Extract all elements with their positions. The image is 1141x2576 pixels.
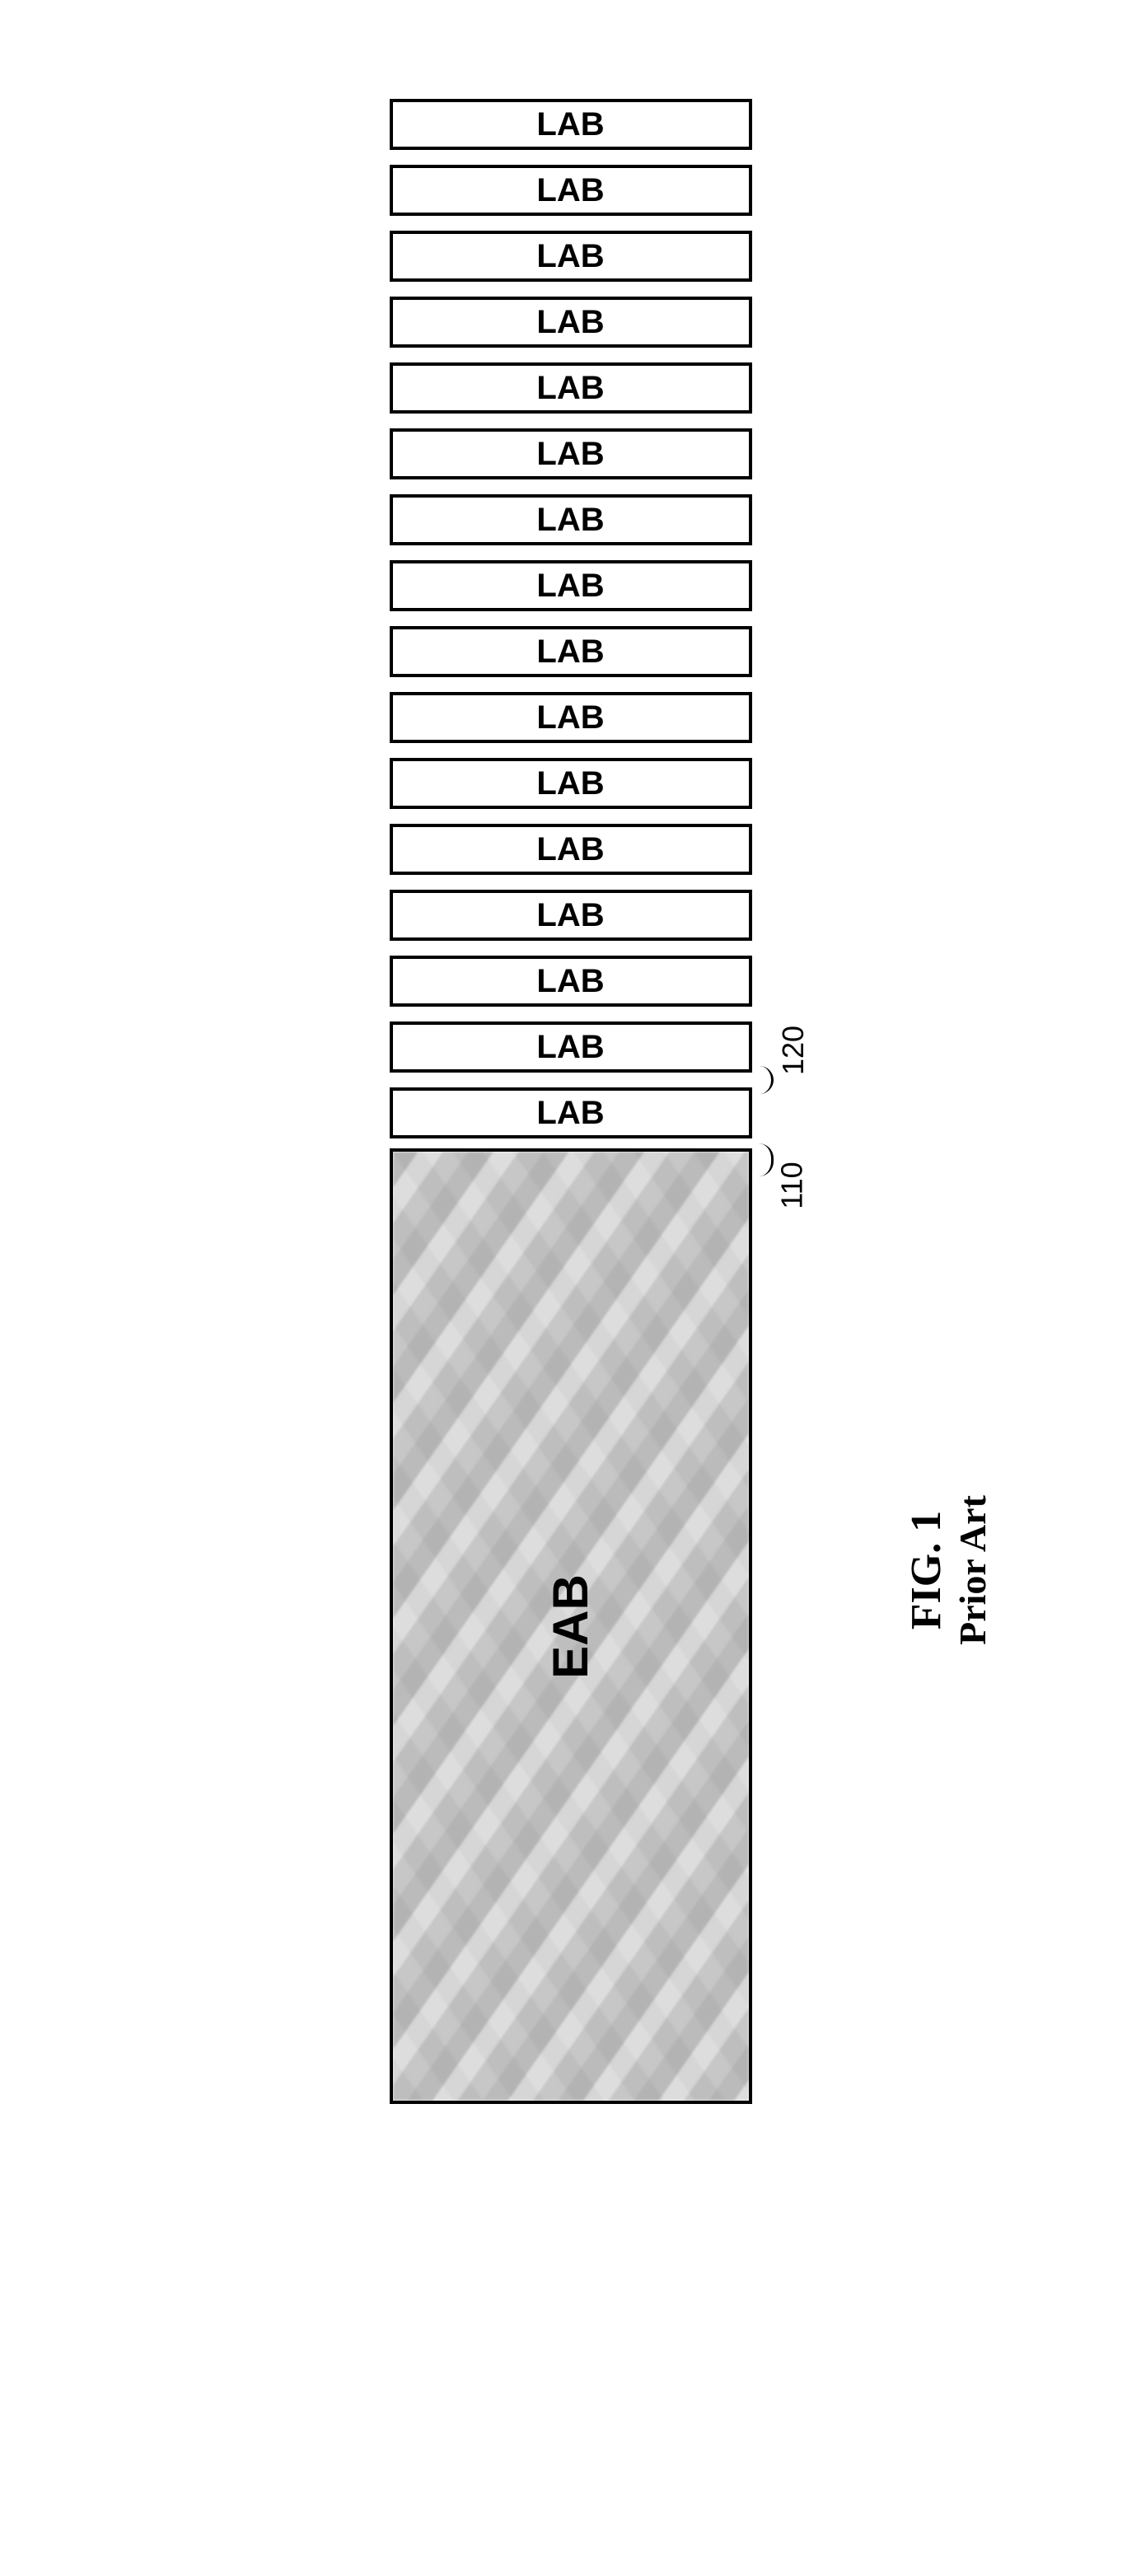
- lab-stack: LAB LAB LAB LAB LAB LAB LAB LAB LAB LAB LAB LAB LAB L…: [390, 99, 752, 1138]
- ref-120-curve: [751, 1066, 774, 1094]
- figure-number: FIG. 1: [902, 1495, 951, 1645]
- lab-block: LAB: [390, 165, 752, 216]
- figure-subtitle: Prior Art: [951, 1495, 994, 1645]
- ref-110-curve: [751, 1143, 774, 1176]
- ref-110-label: 110: [774, 1162, 809, 1209]
- lab-block: LAB: [390, 297, 752, 348]
- lab-block: LAB: [390, 956, 752, 1007]
- figure-caption: FIG. 1 Prior Art: [902, 1495, 994, 1645]
- diagram-root: LAB LAB LAB LAB LAB LAB LAB LAB LAB LAB LAB LAB LAB L…: [390, 99, 752, 2104]
- lab-block: LAB: [390, 1087, 752, 1138]
- lab-block: LAB: [390, 494, 752, 545]
- lab-block: LAB: [390, 428, 752, 479]
- lab-block: LAB: [390, 362, 752, 414]
- eab-block: EAB: [390, 1148, 752, 2104]
- eab-label: EAB: [542, 1574, 599, 1679]
- lab-block: LAB: [390, 890, 752, 941]
- lab-block: LAB: [390, 692, 752, 743]
- lab-block: LAB: [390, 231, 752, 282]
- lab-block: LAB: [390, 1022, 752, 1073]
- lab-block: LAB: [390, 560, 752, 611]
- lab-block: LAB: [390, 824, 752, 875]
- lab-block: LAB: [390, 626, 752, 677]
- ref-120-label: 120: [776, 1026, 811, 1075]
- lab-block: LAB: [390, 99, 752, 150]
- lab-block: LAB: [390, 758, 752, 809]
